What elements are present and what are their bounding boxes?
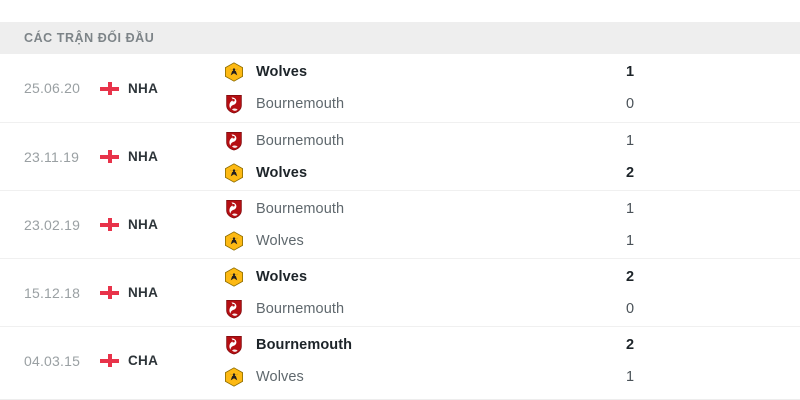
bournemouth-badge-icon (224, 94, 244, 114)
page-title: CÁC TRẬN ĐỐI ĐẦU (24, 30, 155, 45)
england-flag-icon (100, 286, 119, 299)
team-score-home: 1 (626, 64, 635, 80)
match-list: 25.06.20 NHA Wolves Bournemouth 1 0 23.11.19 NH… (0, 54, 800, 400)
team-away[interactable]: Wolves (224, 366, 625, 387)
team-name: Wolves (256, 268, 308, 285)
match-row[interactable]: 23.02.19 NHA Bournemouth Wolves 1 1 (0, 190, 800, 258)
team-name: Wolves (256, 164, 308, 181)
match-competition: NHA (100, 149, 205, 164)
competition-code: CHA (128, 353, 159, 368)
competition-code: NHA (128, 149, 159, 164)
bournemouth-badge-icon (224, 199, 244, 219)
team-score-away: 0 (626, 96, 635, 112)
match-teams: Bournemouth Wolves (205, 131, 625, 183)
team-score-home: 1 (626, 132, 635, 149)
team-score-home: 1 (626, 200, 635, 217)
bournemouth-badge-icon (224, 335, 244, 355)
team-score-home: 2 (626, 268, 635, 285)
wolves-badge-icon (224, 62, 244, 82)
match-teams: Wolves Bournemouth (205, 62, 625, 114)
team-home[interactable]: Wolves (224, 62, 625, 82)
wolves-badge-icon (224, 366, 244, 387)
team-away[interactable]: Bournemouth (224, 94, 625, 114)
team-name: Bournemouth (256, 200, 345, 217)
wolves-badge-icon (224, 230, 244, 251)
team-away[interactable]: Wolves (224, 230, 625, 251)
team-score-away: 1 (626, 232, 635, 249)
match-teams: Bournemouth Wolves (205, 335, 625, 387)
match-competition: NHA (100, 217, 205, 232)
team-name: Bournemouth (256, 132, 345, 149)
team-score-away: 1 (626, 368, 635, 385)
competition-code: NHA (128, 285, 159, 300)
match-row[interactable]: 15.12.18 NHA Wolves Bournemouth 2 0 (0, 258, 800, 326)
match-date: 04.03.15 (24, 352, 81, 369)
team-score-home: 2 (626, 336, 635, 353)
match-row[interactable]: 25.06.20 NHA Wolves Bournemouth 1 0 (0, 54, 800, 122)
team-name: Bournemouth (256, 300, 345, 317)
team-name: Wolves (256, 64, 308, 80)
match-competition: CHA (100, 353, 205, 368)
bournemouth-badge-icon (224, 299, 244, 319)
widget-top-spacer (0, 0, 800, 22)
competition-code: NHA (128, 80, 159, 96)
team-home[interactable]: Bournemouth (224, 335, 625, 355)
team-away[interactable]: Wolves (224, 162, 625, 183)
team-home[interactable]: Wolves (224, 266, 625, 287)
match-competition: NHA (100, 81, 205, 96)
team-name: Wolves (256, 232, 304, 249)
match-date: 23.02.19 (24, 216, 81, 233)
team-score-away: 0 (626, 300, 635, 317)
match-teams: Bournemouth Wolves (205, 199, 625, 251)
team-name: Bournemouth (256, 96, 345, 112)
team-away[interactable]: Bournemouth (224, 299, 625, 319)
team-home[interactable]: Bournemouth (224, 199, 625, 219)
match-row[interactable]: 04.03.15 CHA Bournemouth Wolves 2 1 (0, 326, 800, 394)
match-competition: NHA (100, 285, 205, 300)
match-date: 25.06.20 (24, 80, 81, 96)
england-flag-icon (100, 150, 119, 163)
wolves-badge-icon (224, 162, 244, 183)
england-flag-icon (100, 354, 119, 367)
bournemouth-badge-icon (224, 131, 244, 151)
wolves-badge-icon (224, 266, 244, 287)
competition-code: NHA (128, 217, 159, 232)
team-score-away: 2 (626, 164, 635, 181)
team-name: Bournemouth (256, 336, 353, 353)
widget-header: CÁC TRẬN ĐỐI ĐẦU (0, 22, 800, 54)
match-teams: Wolves Bournemouth (205, 266, 625, 319)
team-home[interactable]: Bournemouth (224, 131, 625, 151)
match-date: 15.12.18 (24, 284, 81, 301)
match-date: 23.11.19 (24, 148, 80, 165)
team-name: Wolves (256, 368, 304, 385)
england-flag-icon (100, 218, 119, 231)
match-row[interactable]: 23.11.19 NHA Bournemouth Wolves 1 2 (0, 122, 800, 190)
england-flag-icon (100, 81, 119, 95)
